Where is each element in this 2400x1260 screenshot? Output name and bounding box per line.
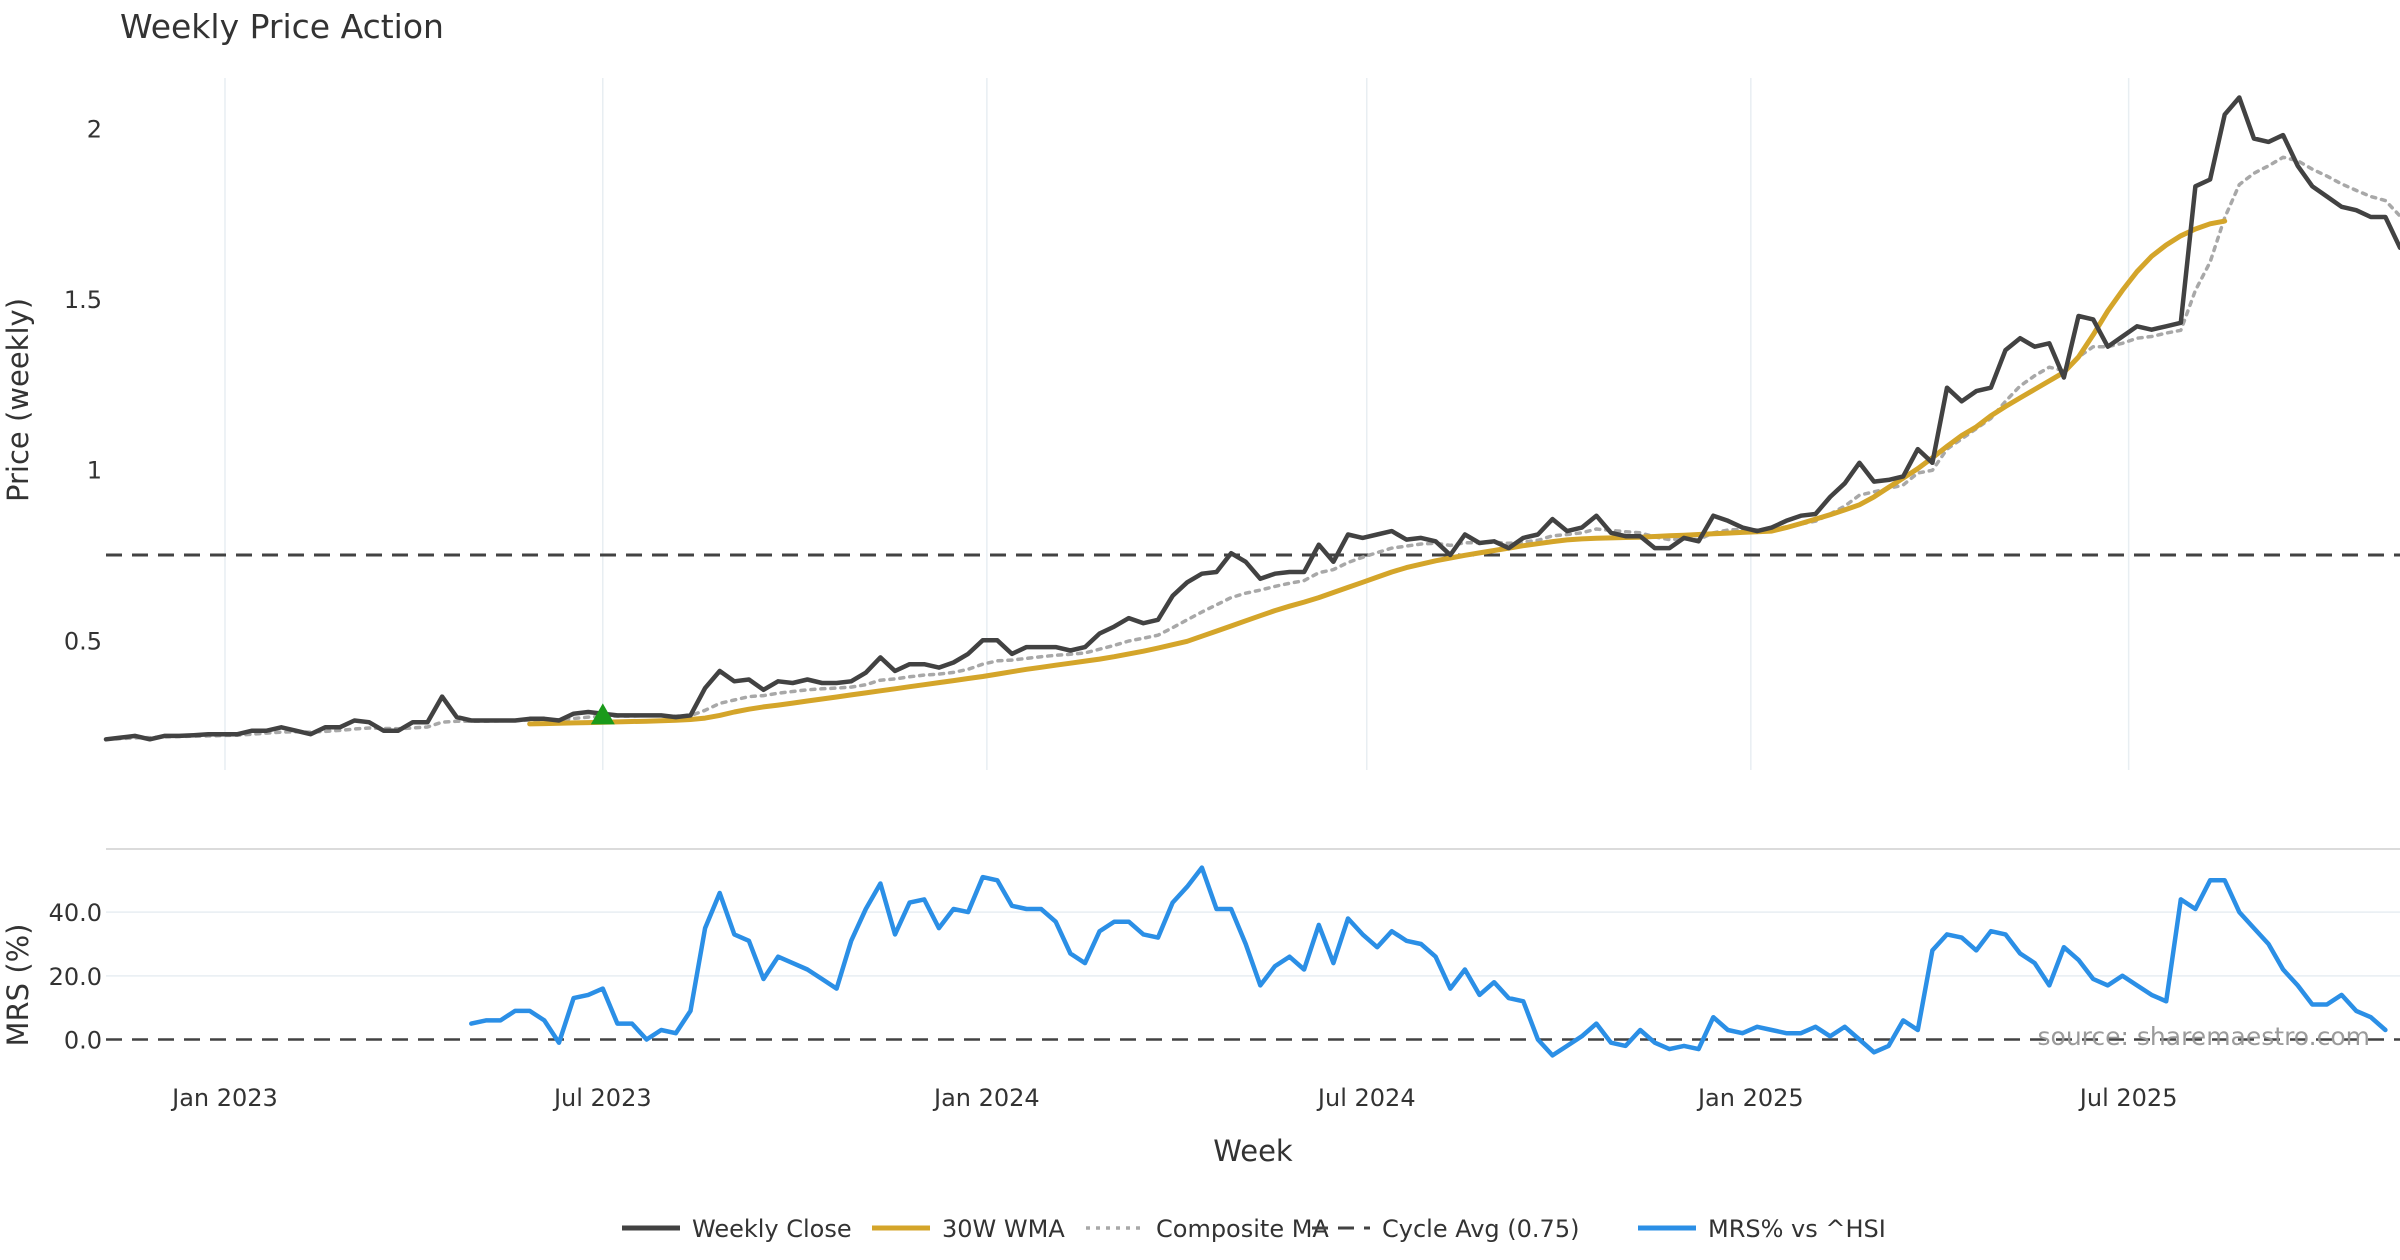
- price-y-tick-label: 2: [87, 115, 102, 143]
- mrs-y-tick-label: 0.0: [64, 1027, 102, 1055]
- price-lines: [103, 95, 2400, 742]
- weekly-close-line: [103, 95, 2400, 742]
- wma-line: [527, 218, 2228, 727]
- legend-item: Weekly Close: [622, 1215, 852, 1243]
- x-tick-label: Jul 2023: [552, 1084, 652, 1112]
- x-tick-label: Jan 2024: [932, 1084, 1040, 1112]
- mrs-y-tick-label: 20.0: [49, 963, 102, 991]
- price-y-label: Price (weekly): [1, 298, 35, 502]
- x-axis-label: Week: [1213, 1134, 1293, 1168]
- mrs-line: [469, 865, 2388, 1058]
- price-panel: 0.5 1 1.5 2 Price (weekly): [1, 78, 2400, 770]
- price-y-tick-label: 0.5: [64, 627, 102, 655]
- x-axis-ticks: Jan 2023 Jul 2023 Jan 2024 Jul 2024 Jan 2025…: [170, 1084, 2177, 1112]
- composite-ma-line: [104, 155, 2400, 742]
- mrs-y-label: MRS (%): [1, 924, 35, 1047]
- price-y-ticks: 0.5 1 1.5 2: [64, 115, 102, 655]
- legend-label: MRS% vs ^HSI: [1708, 1215, 1886, 1243]
- x-tick-label: Jan 2025: [1696, 1084, 1804, 1112]
- legend-item: Composite MA: [1086, 1215, 1329, 1243]
- x-tick-label: Jul 2024: [1316, 1084, 1416, 1112]
- legend-label: 30W WMA: [942, 1215, 1065, 1243]
- legend-label: Weekly Close: [692, 1215, 852, 1243]
- legend-label: Cycle Avg (0.75): [1382, 1215, 1579, 1243]
- source-credit: source: sharemaestro.com: [2038, 1022, 2371, 1051]
- mrs-lines: [106, 865, 2400, 1058]
- x-tick-label: Jul 2025: [2078, 1084, 2178, 1112]
- price-grid: [224, 78, 2130, 770]
- mrs-y-ticks: 0.0 20.0 40.0: [49, 899, 102, 1054]
- legend-item: 30W WMA: [872, 1215, 1065, 1243]
- price-y-tick-label: 1.5: [64, 286, 102, 314]
- buy-signal-marker: [590, 703, 615, 725]
- legend-item: MRS% vs ^HSI: [1638, 1215, 1886, 1243]
- chart-title: Weekly Price Action: [120, 7, 444, 46]
- price-y-tick-label: 1: [87, 457, 102, 485]
- legend: Weekly Close 30W WMA Composite MA Cycle Avg…: [622, 1215, 1886, 1243]
- mrs-y-tick-label: 40.0: [49, 899, 102, 927]
- legend-label: Composite MA: [1156, 1215, 1329, 1243]
- x-tick-label: Jan 2023: [170, 1084, 278, 1112]
- legend-item: Cycle Avg (0.75): [1312, 1215, 1579, 1243]
- mrs-panel: 0.0 20.0 40.0 MRS (%) source: sharemaestro…: [1, 865, 2400, 1058]
- mrs-grid: [106, 911, 2400, 977]
